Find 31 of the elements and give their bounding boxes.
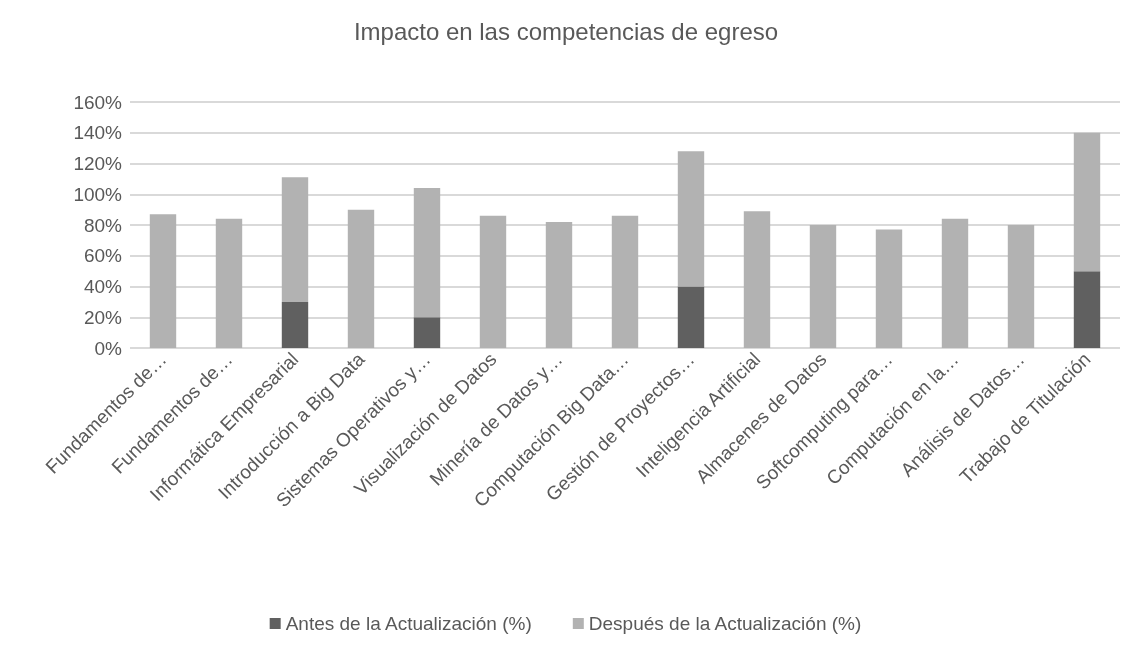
y-tick-label: 140% (73, 122, 123, 144)
bar (677, 286, 705, 348)
bar (413, 317, 441, 348)
bar (281, 301, 309, 348)
legend-label: Después de la Actualización (%) (588, 613, 862, 634)
bar (1073, 132, 1101, 272)
y-tick-label: 100% (73, 183, 123, 205)
legend-label: Antes de la Actualización (%) (285, 613, 532, 634)
bar (281, 177, 309, 302)
bar (413, 188, 441, 318)
bar (215, 218, 243, 348)
bar (611, 215, 639, 348)
bar (479, 215, 507, 348)
bar (347, 209, 375, 348)
bar (875, 229, 903, 348)
y-tick-label: 0% (94, 337, 123, 359)
bar (1007, 225, 1035, 348)
y-tick-label: 20% (83, 306, 123, 328)
bar (545, 221, 573, 348)
bar (809, 225, 837, 348)
bar (743, 211, 771, 348)
y-tick-label: 120% (73, 153, 123, 174)
y-tick-label: 80% (83, 214, 123, 236)
bar (941, 218, 969, 348)
y-tick-label: 160% (73, 91, 123, 113)
y-tick-label: 40% (83, 276, 123, 297)
bar (1073, 271, 1101, 348)
bar (677, 151, 705, 287)
chart-title: Impacto en las competencias de egreso (353, 17, 779, 45)
bar (149, 214, 177, 348)
y-tick-label: 60% (83, 245, 123, 267)
